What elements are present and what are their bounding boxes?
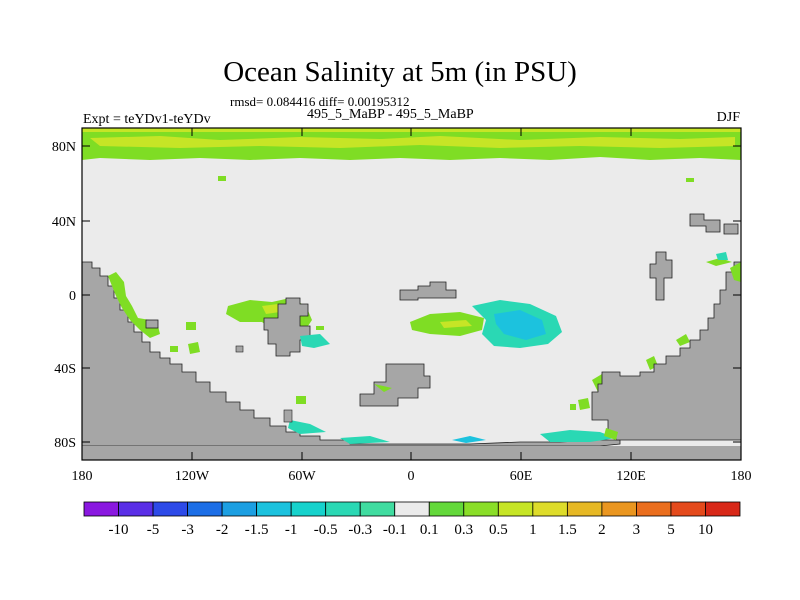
lat-tick-label: 80S <box>54 436 76 451</box>
indonesia-land <box>649 251 673 301</box>
central-america-teal <box>300 334 330 348</box>
patch-positive <box>374 384 392 392</box>
rmsd-diff-stats: rmsd= 0.084416 diff= 0.00195312 <box>230 94 410 109</box>
australia-south-positive <box>604 428 618 440</box>
lon-tick-label: 60W <box>288 469 316 484</box>
antarctic-teal-strip-2 <box>540 430 616 442</box>
colorbar-swatch <box>118 501 154 517</box>
colorbar-label: 1.5 <box>558 522 577 538</box>
colorbar-label: -2 <box>216 522 229 538</box>
patch-positive <box>186 322 196 330</box>
colorbar-swatch <box>394 501 430 517</box>
patch-positive <box>170 346 178 352</box>
lon-tick-label: 180 <box>72 469 93 484</box>
lon-tick-label: 120W <box>175 469 210 484</box>
colorbar-label: -0.1 <box>383 522 407 538</box>
lon-tick-label: 180 <box>731 469 752 484</box>
colorbar-swatch <box>187 501 223 517</box>
bay-inlet <box>145 319 159 329</box>
difference-label: 495_5_MaBP - 495_5_MaBP <box>307 107 474 122</box>
colorbar-swatch <box>221 501 258 517</box>
colorbar-label: -3 <box>181 522 194 538</box>
antarctic-teal-strip <box>340 436 390 444</box>
colorbar: -10 -5 -3 -2 -1.5 -1 -0.5 -0.3 -0.1 0.1 0.3 0.5 1 1.5… <box>83 501 741 538</box>
colorbar-label: 5 <box>667 522 675 538</box>
colorbar-swatch <box>290 501 327 517</box>
lat-tick-label: 0 <box>69 289 76 304</box>
colorbar-label: 0.3 <box>454 522 473 538</box>
japan-land <box>723 223 739 235</box>
colorbar-label: -0.5 <box>314 522 338 538</box>
lat-tick-label: 40S <box>54 362 76 377</box>
colorbar-label: 0.5 <box>489 522 508 538</box>
colorbar-label: 10 <box>698 522 713 538</box>
australia-positive <box>570 404 576 410</box>
patch-positive <box>296 396 306 404</box>
colorbar-swatch <box>566 501 603 517</box>
colorbar-swatch <box>463 501 499 517</box>
season-label: DJF <box>716 110 740 125</box>
africa-south-land <box>359 363 431 407</box>
lon-axis <box>81 128 742 460</box>
patch-positive <box>316 326 324 330</box>
asia-land <box>689 213 721 233</box>
australia-positive <box>578 398 590 410</box>
colorbar-swatch <box>636 501 672 517</box>
colorbar-swatch <box>705 501 741 517</box>
chart-title: Ocean Salinity at 5m (in PSU) <box>223 56 577 88</box>
island <box>235 345 244 353</box>
antarctic-coastal-teal <box>288 420 326 434</box>
australia-positive <box>676 334 690 346</box>
experiment-label: Expt = teYDv1-teYDv <box>83 112 211 127</box>
teal-speck <box>716 252 728 260</box>
colorbar-swatch <box>428 501 465 517</box>
equatorial-lime-patch <box>440 320 472 328</box>
colorbar-label: -0.3 <box>348 522 372 538</box>
colorbar-swatch <box>325 501 361 517</box>
colorbar-swatch <box>256 501 292 517</box>
colorbar-label: -5 <box>147 522 160 538</box>
colorbar-swatch <box>601 501 637 517</box>
lat-tick-label: 80N <box>52 140 76 155</box>
central-america-lime <box>262 304 280 314</box>
colorbar-label: 2 <box>598 522 606 538</box>
colorbar-label: -1 <box>285 522 298 538</box>
colorbar-label: 1 <box>529 522 537 538</box>
colorbar-label: 3 <box>633 522 641 538</box>
equatorial-cyan-patch <box>494 310 546 340</box>
colorbar-swatch <box>497 501 534 517</box>
arctic-speck <box>218 176 226 181</box>
lat-axis <box>82 145 741 443</box>
colorbar-label: -10 <box>109 522 129 538</box>
colorbar-swatch <box>532 501 568 517</box>
antarctic-teal-strip-3 <box>452 436 486 443</box>
colorbar-swatch <box>152 501 188 517</box>
arctic-speck <box>686 178 694 182</box>
europe-land <box>399 281 457 301</box>
colorbar-swatch <box>670 501 706 517</box>
australia-coastal-positive <box>730 262 741 282</box>
central-america-land <box>263 297 311 357</box>
colorbar-swatch <box>83 501 119 517</box>
colorbar-swatch <box>359 501 396 517</box>
lon-tick-label: 0 <box>408 469 415 484</box>
lon-tick-label: 120E <box>616 469 646 484</box>
lon-tick-label: 60E <box>510 469 533 484</box>
arctic-lime-patch <box>90 136 735 148</box>
lat-tick-label: 40N <box>52 215 76 230</box>
patch-positive <box>188 342 200 354</box>
antarctic-pole-teal <box>283 409 293 423</box>
colorbar-label: 0.1 <box>420 522 439 538</box>
colorbar-label: -1.5 <box>245 522 269 538</box>
